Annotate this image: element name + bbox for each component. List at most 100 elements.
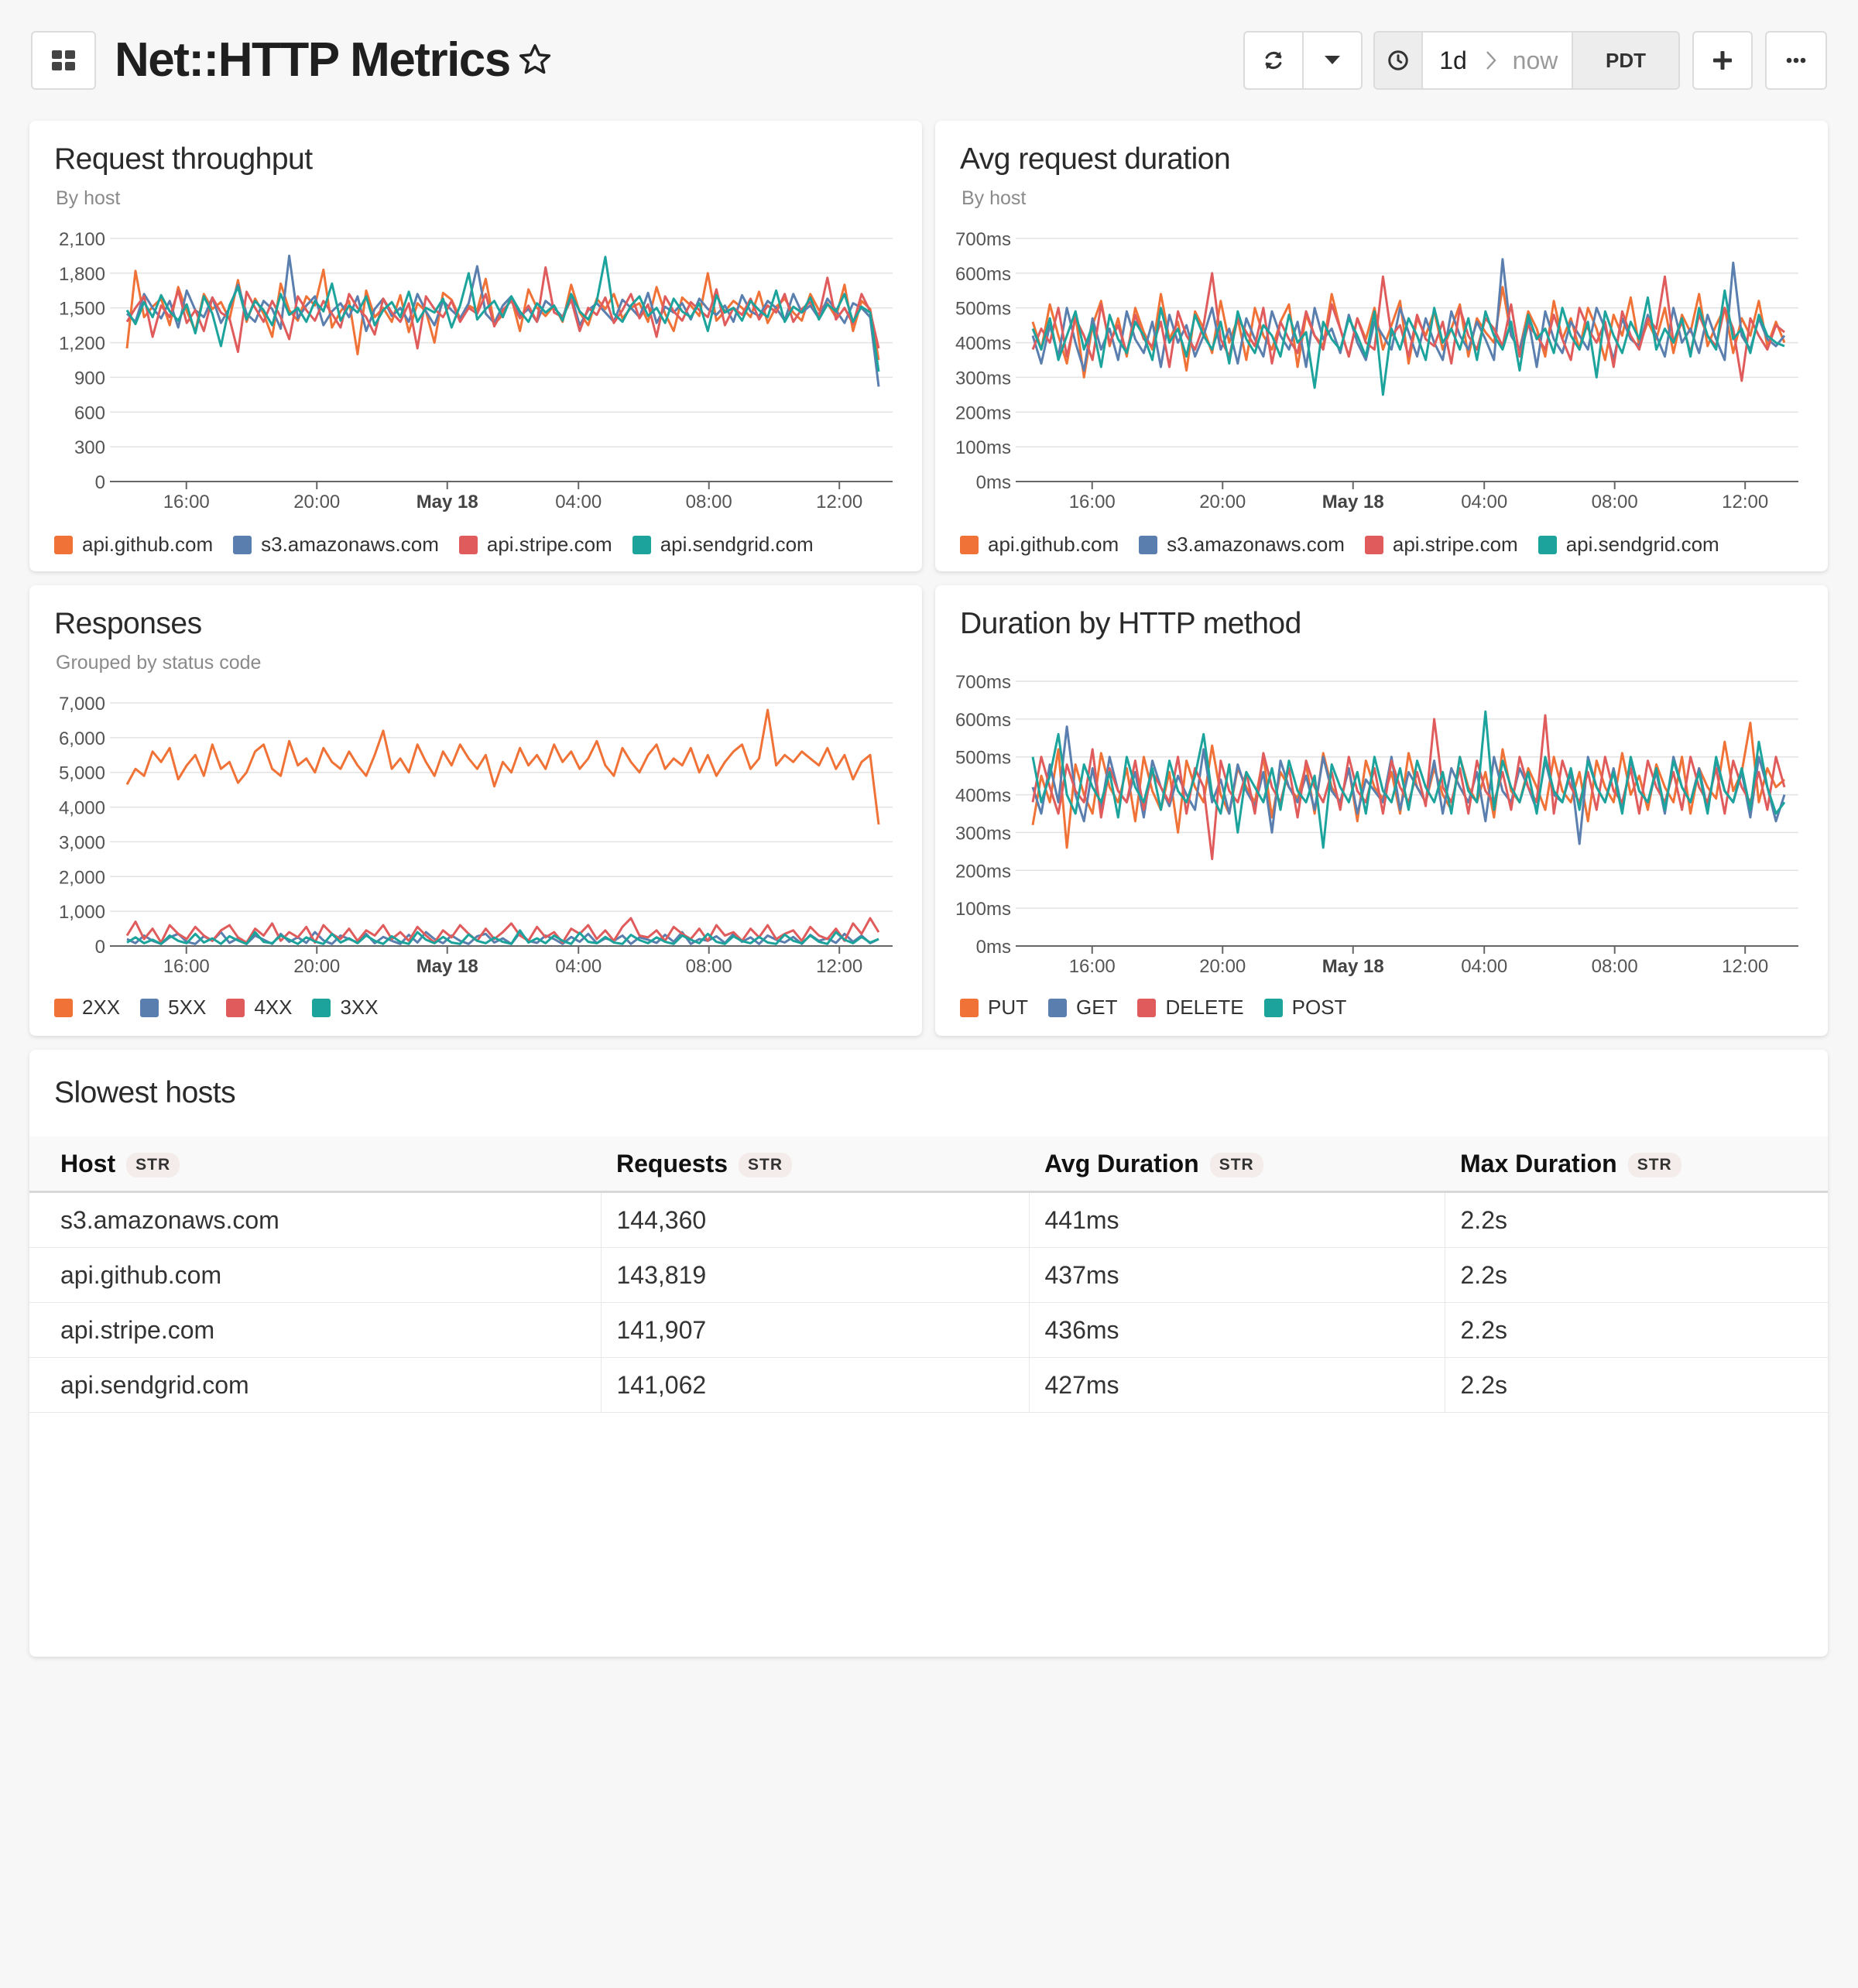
refresh-interval-dropdown[interactable] <box>1304 33 1361 88</box>
y-tick-label: 500ms <box>955 299 1011 320</box>
legend-item-5xx[interactable]: 5XX <box>140 996 206 1020</box>
legend-item-put[interactable]: PUT <box>960 996 1028 1020</box>
refresh-group <box>1243 31 1363 90</box>
column-header-requests[interactable]: Requests STR <box>601 1136 1029 1193</box>
cell-max-duration: 2.2s <box>1445 1247 1828 1303</box>
legend-item-s3-amazonaws-com[interactable]: s3.amazonaws.com <box>1139 533 1345 557</box>
legend-swatch <box>1537 535 1557 554</box>
series-line-4xx <box>125 917 880 944</box>
table-row: api.github.com 143,819 437ms 2.2s <box>29 1247 1828 1303</box>
time-range-arrow <box>1483 33 1499 88</box>
legend-item-s3-amazonaws-com[interactable]: s3.amazonaws.com <box>233 533 439 557</box>
x-tick-label: 16:00 <box>163 492 210 512</box>
y-tick-label: 3,000 <box>59 832 105 853</box>
time-range-clock <box>1375 33 1423 88</box>
legend-swatch <box>140 998 159 1017</box>
legend-item-3xx[interactable]: 3XX <box>312 996 379 1020</box>
legend-item-get[interactable]: GET <box>1048 996 1117 1020</box>
star-icon[interactable] <box>517 42 553 77</box>
x-tick-label: 04:00 <box>1461 492 1507 512</box>
dashboards-button[interactable] <box>31 31 96 90</box>
y-tick-label: 200ms <box>955 861 1011 882</box>
y-tick-label: 5,000 <box>59 763 105 784</box>
cell-max-duration: 2.2s <box>1445 1357 1828 1413</box>
cell-host: api.stripe.com <box>29 1302 602 1358</box>
legend-item-api-github-com[interactable]: api.github.com <box>960 533 1119 557</box>
y-tick-label: 0ms <box>976 937 1011 958</box>
legend-item-api-github-com[interactable]: api.github.com <box>54 533 213 557</box>
legend-item-api-stripe-com[interactable]: api.stripe.com <box>1364 533 1518 557</box>
legend-item-2xx[interactable]: 2XX <box>54 996 120 1020</box>
y-tick-label: 300 <box>74 437 105 458</box>
legend-label: 5XX <box>168 996 207 1019</box>
series-line-api-sendgrid-com <box>125 255 880 372</box>
time-range-picker[interactable]: 1d now PDT <box>1373 31 1680 90</box>
time-range-to[interactable]: now <box>1512 46 1558 74</box>
y-tick-label: 0ms <box>976 472 1011 493</box>
legend-item-4xx[interactable]: 4XX <box>226 996 292 1020</box>
more-options-button[interactable] <box>1765 31 1827 90</box>
chart-legend: PUT GET DELETE POST <box>960 996 1346 1020</box>
time-range-from[interactable]: 1d <box>1439 46 1467 74</box>
x-tick-label: 16:00 <box>1069 956 1116 977</box>
cell-requests: 141,907 <box>601 1302 1030 1358</box>
legend-label: api.sendgrid.com <box>660 533 814 556</box>
legend-swatch <box>312 998 331 1017</box>
legend-swatch <box>632 535 651 554</box>
legend-swatch <box>960 998 979 1017</box>
table-row: api.sendgrid.com 141,062 427ms 2.2s <box>29 1357 1828 1413</box>
y-tick-label: 200ms <box>955 403 1011 423</box>
x-tick-label: 20:00 <box>1199 492 1246 512</box>
legend-item-api-sendgrid-com[interactable]: api.sendgrid.com <box>1537 533 1719 557</box>
legend-swatch <box>1263 998 1283 1017</box>
panel-subtitle: By host <box>56 187 121 209</box>
series-line-2xx <box>125 708 880 825</box>
x-tick-label: 20:00 <box>293 956 340 977</box>
legend-swatch <box>1137 998 1157 1017</box>
legend-swatch <box>458 535 478 554</box>
legend-label: PUT <box>988 996 1028 1019</box>
type-badge: STR <box>126 1153 180 1178</box>
x-tick-label: May 18 <box>1322 956 1384 977</box>
x-tick-label: 20:00 <box>1199 956 1246 977</box>
legend-item-delete[interactable]: DELETE <box>1137 996 1244 1020</box>
type-badge: STR <box>1209 1153 1263 1178</box>
legend-label: 4XX <box>254 996 293 1019</box>
responses-chart: 7,000 6,000 5,000 4,000 3,000 2,000 1,000 0 16:0… <box>59 694 893 977</box>
legend-label: api.github.com <box>82 533 214 556</box>
refresh-button[interactable] <box>1245 33 1304 88</box>
clock-icon <box>1388 50 1408 70</box>
chart-legend: 2XX 5XX 4XX 3XX <box>54 996 379 1020</box>
cell-avg-duration: 441ms <box>1029 1191 1445 1248</box>
column-header-host[interactable]: Host STR <box>29 1136 601 1193</box>
table-row: s3.amazonaws.com 144,360 441ms 2.2s <box>29 1191 1828 1248</box>
x-tick-label: 12:00 <box>1722 492 1768 512</box>
x-tick-label: 12:00 <box>816 956 862 977</box>
legend-label: GET <box>1076 996 1118 1019</box>
refresh-icon <box>1265 51 1282 70</box>
x-tick-label: May 18 <box>417 492 478 512</box>
add-panel-button[interactable] <box>1692 31 1753 90</box>
caret-down-icon <box>1325 56 1340 64</box>
x-tick-label: 12:00 <box>816 492 862 512</box>
y-tick-label: 0 <box>95 472 105 493</box>
legend-label: POST <box>1291 996 1347 1019</box>
y-tick-label: 6,000 <box>59 728 105 749</box>
y-tick-label: 400ms <box>955 786 1011 807</box>
x-tick-label: 08:00 <box>1592 492 1638 512</box>
timezone-selector[interactable]: PDT <box>1572 33 1678 88</box>
legend-item-api-stripe-com[interactable]: api.stripe.com <box>458 533 612 557</box>
grid-icon <box>52 50 75 70</box>
y-tick-label: 0 <box>95 937 105 958</box>
y-tick-label: 100ms <box>955 899 1011 920</box>
column-header-max-duration[interactable]: Max Duration STR <box>1445 1136 1828 1193</box>
legend-item-api-sendgrid-com[interactable]: api.sendgrid.com <box>632 533 814 557</box>
chart-legend: api.github.com s3.amazonaws.com api.stripe… <box>54 533 814 557</box>
column-header-avg-duration[interactable]: Avg Duration STR <box>1029 1136 1445 1193</box>
x-tick-label: 04:00 <box>1461 956 1507 977</box>
table-row: api.stripe.com 141,907 436ms 2.2s <box>29 1302 1828 1358</box>
avg-request-duration-panel: Avg request duration By host 700ms 600ms 5… <box>935 121 1828 571</box>
legend-item-post[interactable]: POST <box>1263 996 1347 1020</box>
slowest-hosts-panel: Slowest hosts Host STR Requests STR Avg Du… <box>29 1050 1828 1657</box>
legend-swatch <box>54 535 73 554</box>
